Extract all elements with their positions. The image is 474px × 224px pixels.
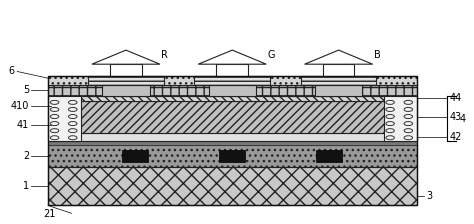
Text: R: R (161, 50, 168, 60)
Text: G: G (268, 50, 275, 60)
Bar (323, 64, 355, 76)
Bar (88, 76, 164, 85)
Bar (48, 101, 417, 133)
Bar (315, 85, 362, 96)
Text: 43: 43 (450, 112, 462, 122)
Text: 410: 410 (11, 101, 29, 111)
Bar (219, 150, 245, 162)
Bar (48, 85, 417, 96)
Polygon shape (198, 50, 266, 64)
Bar (102, 85, 150, 96)
Bar (48, 96, 81, 141)
Bar (383, 96, 417, 141)
Text: 5: 5 (23, 85, 29, 95)
Bar (48, 166, 417, 205)
Bar (316, 150, 342, 162)
Text: 21: 21 (43, 209, 55, 219)
Bar (122, 150, 148, 162)
Bar (217, 64, 248, 76)
Bar (48, 76, 417, 85)
Bar (48, 96, 417, 101)
Text: 2: 2 (23, 151, 29, 161)
Text: 1: 1 (23, 181, 29, 191)
Text: 42: 42 (450, 132, 462, 142)
Bar (301, 76, 376, 85)
Text: B: B (374, 50, 381, 60)
Text: 3: 3 (426, 191, 432, 201)
Text: 44: 44 (450, 93, 462, 103)
Text: 4: 4 (460, 114, 466, 124)
Bar (194, 76, 270, 85)
Bar (48, 145, 417, 166)
Bar (110, 64, 142, 76)
Text: 6: 6 (9, 67, 15, 76)
Bar (48, 141, 417, 145)
Bar (48, 76, 417, 205)
Bar (209, 85, 256, 96)
Polygon shape (92, 50, 160, 64)
Text: 41: 41 (17, 121, 29, 130)
Polygon shape (305, 50, 373, 64)
Bar (48, 133, 417, 141)
